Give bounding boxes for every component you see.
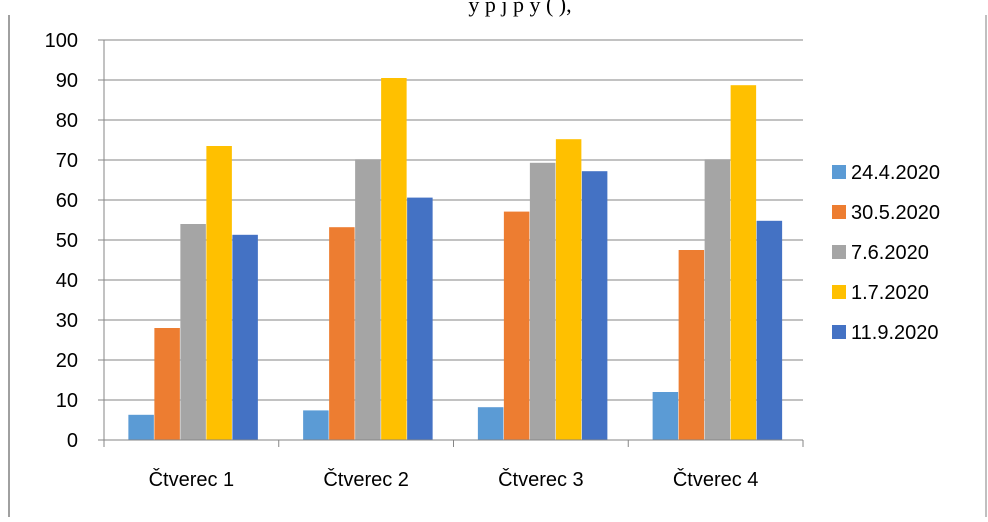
y-tick-label-80: 80	[56, 110, 78, 132]
bar-4-2	[678, 250, 705, 440]
legend-swatch-5	[832, 325, 846, 339]
bar-1-5	[232, 234, 258, 440]
bar-1-4	[206, 146, 232, 440]
bar-3-4	[555, 139, 582, 440]
legend-label-1: 24.4.2020	[851, 162, 940, 184]
legend-label-2: 30.5.2020	[851, 202, 940, 224]
chart-title: y p j p y ( ),	[468, 0, 571, 17]
bar-2-2	[329, 227, 355, 440]
bar-3-1	[477, 407, 504, 440]
category-label-1: Čtverec 1	[149, 468, 235, 491]
y-tick-label-0: 0	[67, 430, 78, 452]
legend-swatch-3	[832, 245, 846, 259]
bars	[128, 78, 783, 441]
bar-3-5	[581, 171, 608, 440]
bar-2-5	[407, 197, 433, 440]
bar-1-1	[128, 414, 154, 440]
category-label-3: Čtverec 3	[498, 468, 584, 491]
bar-3-2	[503, 211, 530, 440]
y-tick-label-50: 50	[56, 230, 78, 252]
bar-4-3	[704, 159, 731, 440]
legend-swatch-1	[832, 165, 846, 179]
legend-swatch-2	[832, 205, 846, 219]
y-tick-label-20: 20	[56, 350, 78, 372]
bar-1-2	[154, 328, 180, 440]
bar-4-4	[730, 85, 757, 440]
y-tick-label-100: 100	[45, 30, 78, 52]
y-tick-label-10: 10	[56, 390, 78, 412]
y-tick-label-60: 60	[56, 190, 78, 212]
y-tick-label-70: 70	[56, 150, 78, 172]
category-label-2: Čtverec 2	[323, 468, 409, 491]
legend-label-3: 7.6.2020	[851, 242, 929, 264]
legend-label-4: 1.7.2020	[851, 282, 929, 304]
y-tick-label-30: 30	[56, 310, 78, 332]
y-tick-label-90: 90	[56, 70, 78, 92]
legend-swatch-4	[832, 285, 846, 299]
category-label-4: Čtverec 4	[673, 468, 759, 491]
axes: 0 10 20 30 40 50 60 70 80 90 100 Čtverec 1 Čtverec 2…	[45, 30, 804, 491]
y-tick-label-40: 40	[56, 270, 78, 292]
legend: 24.4.2020 30.5.2020 7.6.2020 1.7.2020 11.9.2…	[832, 162, 940, 344]
legend-label-5: 11.9.2020	[851, 322, 939, 344]
bar-2-4	[381, 78, 407, 440]
bar-2-1	[303, 410, 329, 440]
bar-2-3	[355, 159, 381, 440]
bar-4-1	[652, 392, 679, 440]
bar-3-3	[529, 162, 556, 441]
bar-4-5	[756, 220, 783, 440]
bar-1-3	[180, 224, 206, 440]
